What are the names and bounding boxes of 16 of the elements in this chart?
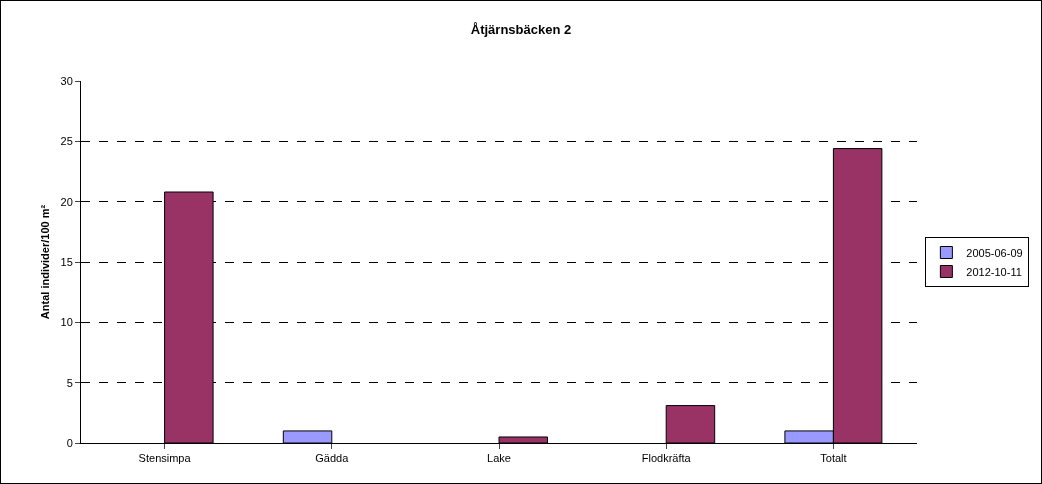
y-tick-label: 5 xyxy=(66,376,73,389)
y-tick-label: 20 xyxy=(60,195,73,208)
y-tick-label: 15 xyxy=(60,255,73,268)
x-tick-label: Totalt xyxy=(820,452,847,465)
y-tick-label: 30 xyxy=(60,74,73,87)
legend-label: 2012-10-11 xyxy=(966,265,1022,278)
y-tick-label: 0 xyxy=(66,436,73,449)
y-tick-label: 25 xyxy=(60,135,73,148)
y-axis-title: Antal individer/100 m² xyxy=(39,204,51,320)
x-tick-label: Flodkräfta xyxy=(641,452,692,465)
y-tick-label: 10 xyxy=(60,316,73,329)
chart-title: Åtjärnsbäcken 2 xyxy=(470,22,572,38)
x-tick-label: Stensimpa xyxy=(138,452,192,465)
x-tick-label: Lake xyxy=(487,452,511,465)
legend-label: 2005-06-09 xyxy=(966,246,1023,259)
x-tick-label: Gädda xyxy=(315,452,350,465)
